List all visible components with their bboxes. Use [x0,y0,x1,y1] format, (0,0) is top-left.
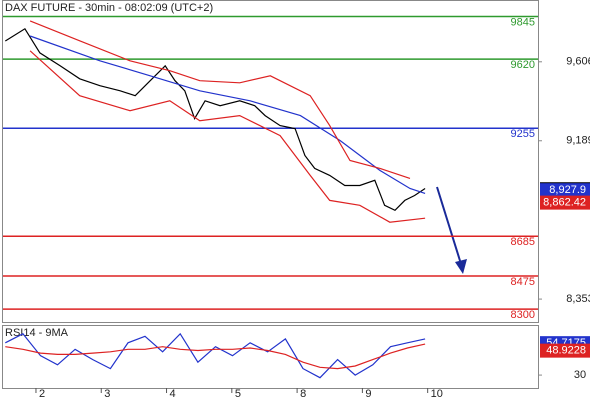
x-tick-label: 3 [104,388,110,400]
y-tick-label: 30 [574,369,586,381]
x-tick-label: 4 [170,388,176,400]
level-label: 8300 [511,309,535,321]
level-label: 8685 [511,236,535,248]
arrow [436,186,462,265]
y-tick-label: 9,606 [566,56,590,68]
series-line [5,332,426,379]
rsi-panel [2,325,539,389]
level-label: 9255 [511,128,535,140]
y-tick-label: 9,189 [566,135,590,147]
x-tick-label: 9 [365,388,371,400]
x-tick-label: 5 [235,388,241,400]
arrow-head [455,259,467,274]
price-marker-label: 8,862.42 [543,197,586,209]
price-marker [540,183,590,198]
level-label: 9620 [511,59,535,71]
level-label: 8475 [511,276,535,288]
price-marker [540,343,590,358]
price-marker-label: 8,927.9 [549,184,586,196]
series-line [4,27,426,212]
x-tick-label: 2 [39,388,45,400]
series-line [29,20,411,179]
price-marker [540,195,590,210]
chart-title: DAX FUTURE - 30min - 08:02:09 (UTC+2) [5,2,213,14]
level-label: 9845 [511,16,535,28]
series-line [29,50,426,223]
price-marker-label: 48.9228 [546,345,586,357]
series-line [29,35,426,194]
x-tick-label: 10 [431,388,443,400]
x-tick-label: 8 [300,388,306,400]
main-panel [2,0,539,323]
y-tick-label: 8,353 [566,293,590,305]
series-line [5,343,426,370]
rsi-title: RSI14 - 9MA [5,327,69,339]
